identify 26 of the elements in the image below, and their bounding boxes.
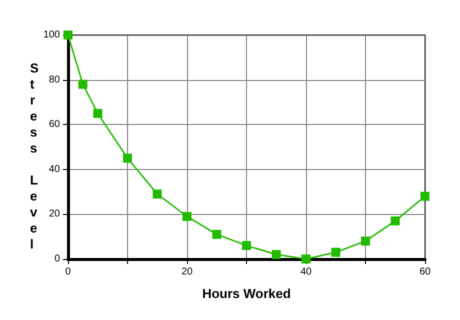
point (64, 30, 72, 40)
point (242, 241, 251, 250)
point (390, 216, 400, 226)
y-tick-label: 40 (48, 164, 60, 175)
y-tick-label: 100 (43, 30, 60, 40)
point (152, 190, 162, 199)
x-axis-title: Hours Worked (202, 286, 291, 301)
point (302, 254, 310, 264)
point (93, 108, 102, 118)
point (123, 154, 132, 163)
x-tick-label: 40 (300, 266, 312, 278)
text: Stress Level (30, 60, 39, 252)
y-tick-label: 60 (48, 119, 60, 130)
x-tick-label: 20 (181, 266, 193, 278)
y-tick-label: 0 (54, 254, 60, 264)
point (361, 236, 370, 246)
point (78, 80, 88, 89)
point (272, 250, 281, 260)
y-tick-label: 20 (48, 208, 60, 220)
point (331, 248, 340, 257)
x-tick-label: 60 (419, 266, 431, 278)
y-tick-label: 80 (48, 74, 60, 86)
point (420, 192, 430, 201)
point (182, 212, 192, 221)
point (212, 230, 222, 239)
x-tick-label: 0 (65, 266, 72, 278)
